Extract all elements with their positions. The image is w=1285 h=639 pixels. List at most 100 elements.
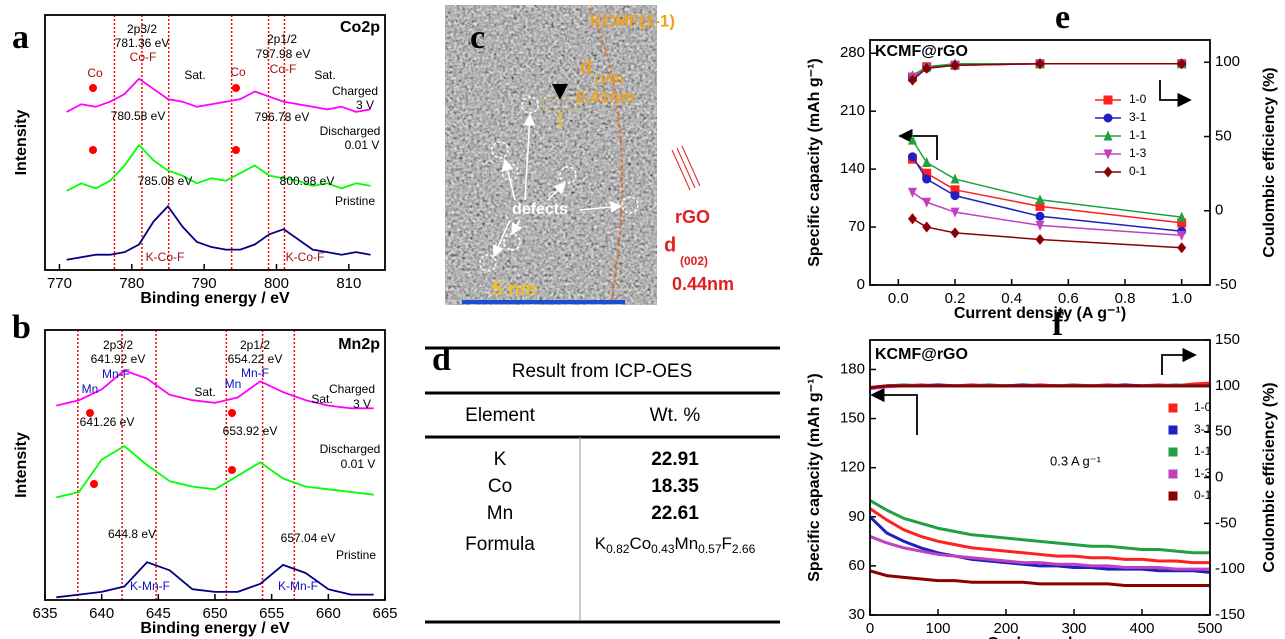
marker	[1035, 194, 1045, 205]
marker	[1177, 211, 1187, 222]
subscript: 2.66	[732, 542, 756, 556]
x-tick-label: 645	[146, 605, 171, 622]
defects-label: defects	[512, 201, 568, 218]
y-tick-label: 150	[840, 410, 865, 427]
marker	[950, 173, 960, 184]
annotation: Pristine	[336, 548, 376, 562]
y2-tick-label: 50	[1215, 423, 1232, 440]
defect-arrows	[492, 113, 623, 258]
panel-letter: c	[470, 19, 485, 56]
legend-marker	[1168, 491, 1178, 501]
element-symbol: Co	[629, 534, 651, 553]
y-tick-label: 30	[848, 606, 865, 623]
x-tick-label: 0	[866, 620, 874, 637]
annotation: Sat.	[184, 68, 205, 82]
annotation: Mn	[225, 377, 242, 391]
annotation: 3 V	[356, 98, 374, 112]
x-tick-label: 100	[925, 620, 950, 637]
annotation: Sat.	[194, 385, 215, 399]
annotation: 2p1/2	[267, 32, 297, 46]
marker	[1035, 201, 1045, 211]
panel-letter: d	[432, 341, 451, 378]
legend-label: 1-1	[1194, 444, 1212, 458]
d-label: d	[664, 234, 676, 256]
y-tick-label: 60	[848, 557, 865, 574]
panel-letter: b	[12, 309, 31, 346]
annotation: Mn	[82, 382, 99, 396]
data-line	[66, 144, 371, 192]
x-tick-label: 640	[89, 605, 114, 622]
subscript: 0.43	[651, 542, 675, 556]
x-tick-label: 300	[1061, 620, 1086, 637]
y2-tick-label: -150	[1215, 606, 1245, 623]
d-label: d	[580, 56, 592, 78]
annotation: Discharged	[320, 124, 381, 138]
efficiency-line	[869, 384, 1210, 390]
legend-marker	[1103, 149, 1113, 160]
table-title: Result from ICP-OES	[512, 361, 693, 382]
boundary	[589, 7, 623, 301]
marker	[1177, 218, 1187, 228]
plot-frame	[44, 14, 386, 271]
annotation: K-Co-F	[146, 250, 185, 264]
marker	[908, 152, 917, 162]
marker	[950, 185, 960, 195]
annotation: Pristine	[335, 194, 375, 208]
y-tick-label: 180	[840, 360, 865, 377]
marker	[1035, 220, 1045, 231]
x-tick-label: 635	[32, 605, 57, 622]
marker	[908, 134, 917, 145]
annotation: 2p1/2	[240, 338, 270, 352]
table-header: Wt. %	[650, 405, 701, 426]
marker	[1035, 233, 1045, 245]
peak-dot	[228, 466, 236, 474]
legend-label: 0-1	[1194, 488, 1212, 502]
y-tick-label: 70	[848, 218, 865, 235]
x-tick-label: 790	[192, 275, 217, 292]
annotation: Sat.	[314, 68, 335, 82]
annotation: 657.04 eV	[281, 531, 336, 545]
plane-label: (002)	[680, 254, 708, 268]
annotation: 0.3 A g⁻¹	[1050, 453, 1102, 468]
table-cell: 22.61	[651, 503, 699, 524]
annotation: K-Co-F	[286, 250, 325, 264]
x-tick-label: 770	[47, 275, 72, 292]
annotation: Charged	[332, 84, 378, 98]
y2-tick-label: 150	[1215, 331, 1240, 348]
chart-title: KCMF@rGO	[875, 346, 968, 363]
x-tick-label: 400	[1129, 620, 1154, 637]
y-axis-label: Intensity	[13, 110, 30, 176]
data-line	[869, 535, 1210, 571]
legend-marker	[1103, 95, 1113, 105]
marker	[908, 74, 917, 86]
legend-label: 1-0	[1129, 92, 1147, 106]
x-tick-label: 0.8	[1115, 290, 1136, 307]
table-cell: Mn	[487, 503, 513, 524]
y2-tick-label: -100	[1215, 560, 1245, 577]
annotation: Sat.	[311, 392, 332, 406]
x-tick-label: 0.4	[1001, 290, 1022, 307]
legend-marker	[1168, 469, 1178, 479]
peak-dot	[89, 84, 97, 92]
annotation: 2p3/2	[103, 338, 133, 352]
table-cell: K	[494, 449, 507, 470]
data-line	[869, 499, 1210, 555]
rgo-fringes	[671, 145, 701, 191]
data-line	[868, 515, 1211, 574]
legend-label: 1-1	[1129, 128, 1147, 142]
chart-title: Co2p	[340, 19, 380, 36]
x-tick-label: 0.0	[888, 290, 909, 307]
annotation: 641.26 eV	[80, 415, 135, 429]
legend-label: 3-1	[1194, 422, 1212, 436]
peak-dot	[90, 480, 98, 488]
data-line	[56, 445, 374, 499]
marker	[908, 213, 917, 225]
y2-tick-label: 100	[1215, 53, 1240, 70]
y2-tick-label: 100	[1215, 377, 1240, 394]
annotation: 797.98 eV	[256, 47, 311, 61]
marker	[1177, 58, 1187, 70]
marker	[922, 221, 932, 233]
annotation: Mn-F	[241, 366, 269, 380]
y-axis-label: Intensity	[13, 432, 30, 498]
